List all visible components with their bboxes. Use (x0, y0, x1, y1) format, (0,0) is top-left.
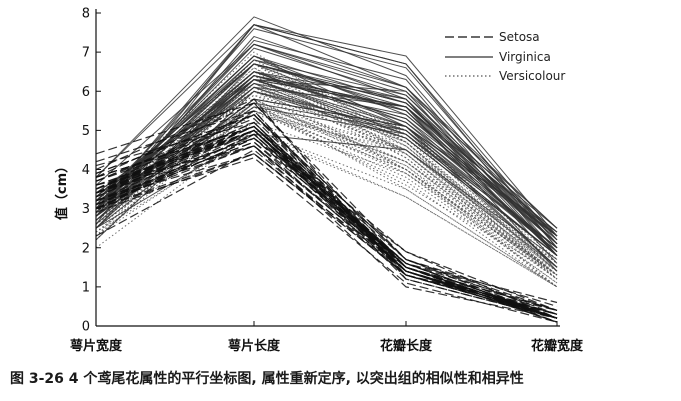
polyline-virginica-35 (95, 24, 558, 237)
polyline-versicolour-32 (95, 98, 558, 280)
polyline-versicolour-30 (95, 110, 558, 284)
x-tick-label-0: 萼片宽度 (70, 338, 123, 354)
polyline-virginica-18 (95, 24, 558, 237)
polyline-setosa-21 (95, 125, 558, 311)
polylines-layer (95, 16, 558, 323)
polyline-setosa-15 (95, 102, 558, 311)
y-tick-label-6: 6 (82, 85, 90, 100)
polyline-setosa-47 (95, 129, 558, 319)
polyline-virginica-25 (95, 43, 558, 256)
polyline-setosa-13 (95, 157, 558, 323)
axes-layer: 0 1 2 3 4 5 6 7 8 萼片宽度 萼片长度 花瓣长度 花瓣宽度 值（cm） (54, 7, 584, 355)
y-tick-label-1: 1 (82, 280, 90, 295)
polyline-virginica-47 (95, 82, 558, 237)
y-tick-label-7: 7 (82, 46, 90, 61)
figure-caption: 图 3-26 4 个鸢尾花属性的平行坐标图, 属性重新定序, 以突出组的相似性和… (10, 371, 524, 387)
polyline-virginica-43 (95, 63, 558, 229)
polyline-versicolour-37 (95, 78, 558, 276)
polyline-setosa-39 (95, 149, 558, 315)
y-tick-label-2: 2 (82, 241, 90, 256)
legend: Setosa Virginica Versicolour (445, 30, 565, 83)
x-tick-label-3: 花瓣宽度 (531, 338, 584, 354)
polyline-setosa-46 (95, 117, 558, 319)
polyline-setosa-40 (95, 153, 558, 319)
polyline-setosa-44 (95, 125, 558, 319)
polyline-versicolour-8 (95, 67, 558, 276)
polyline-versicolour-21 (95, 86, 558, 276)
y-tick-label-8: 8 (82, 7, 90, 22)
polyline-setosa-26 (95, 129, 558, 311)
legend-label-setosa: Setosa (499, 30, 540, 44)
polyline-setosa-41 (95, 129, 558, 304)
polyline-setosa-18 (95, 102, 558, 315)
y-tick-label-0: 0 (82, 320, 90, 335)
y-axis-label: 值（cm） (54, 160, 70, 220)
x-tick-label-1: 萼片长度 (228, 338, 281, 354)
polyline-setosa-31 (95, 110, 558, 319)
y-tick-label-3: 3 (82, 202, 90, 217)
polyline-versicolour-43 (95, 129, 558, 288)
polyline-virginica-22 (95, 24, 558, 249)
legend-label-versicolour: Versicolour (499, 69, 565, 83)
polyline-virginica-9 (95, 43, 558, 229)
legend-label-virginica: Virginica (499, 50, 551, 64)
polyline-setosa-20 (95, 113, 558, 319)
x-tick-label-2: 花瓣长度 (380, 338, 433, 354)
polyline-versicolour-45 (95, 102, 558, 280)
polyline-virginica-46 (95, 71, 558, 249)
polyline-versicolour-40 (95, 110, 558, 280)
y-tick-label-4: 4 (82, 163, 90, 178)
y-tick-label-5: 5 (82, 124, 90, 139)
